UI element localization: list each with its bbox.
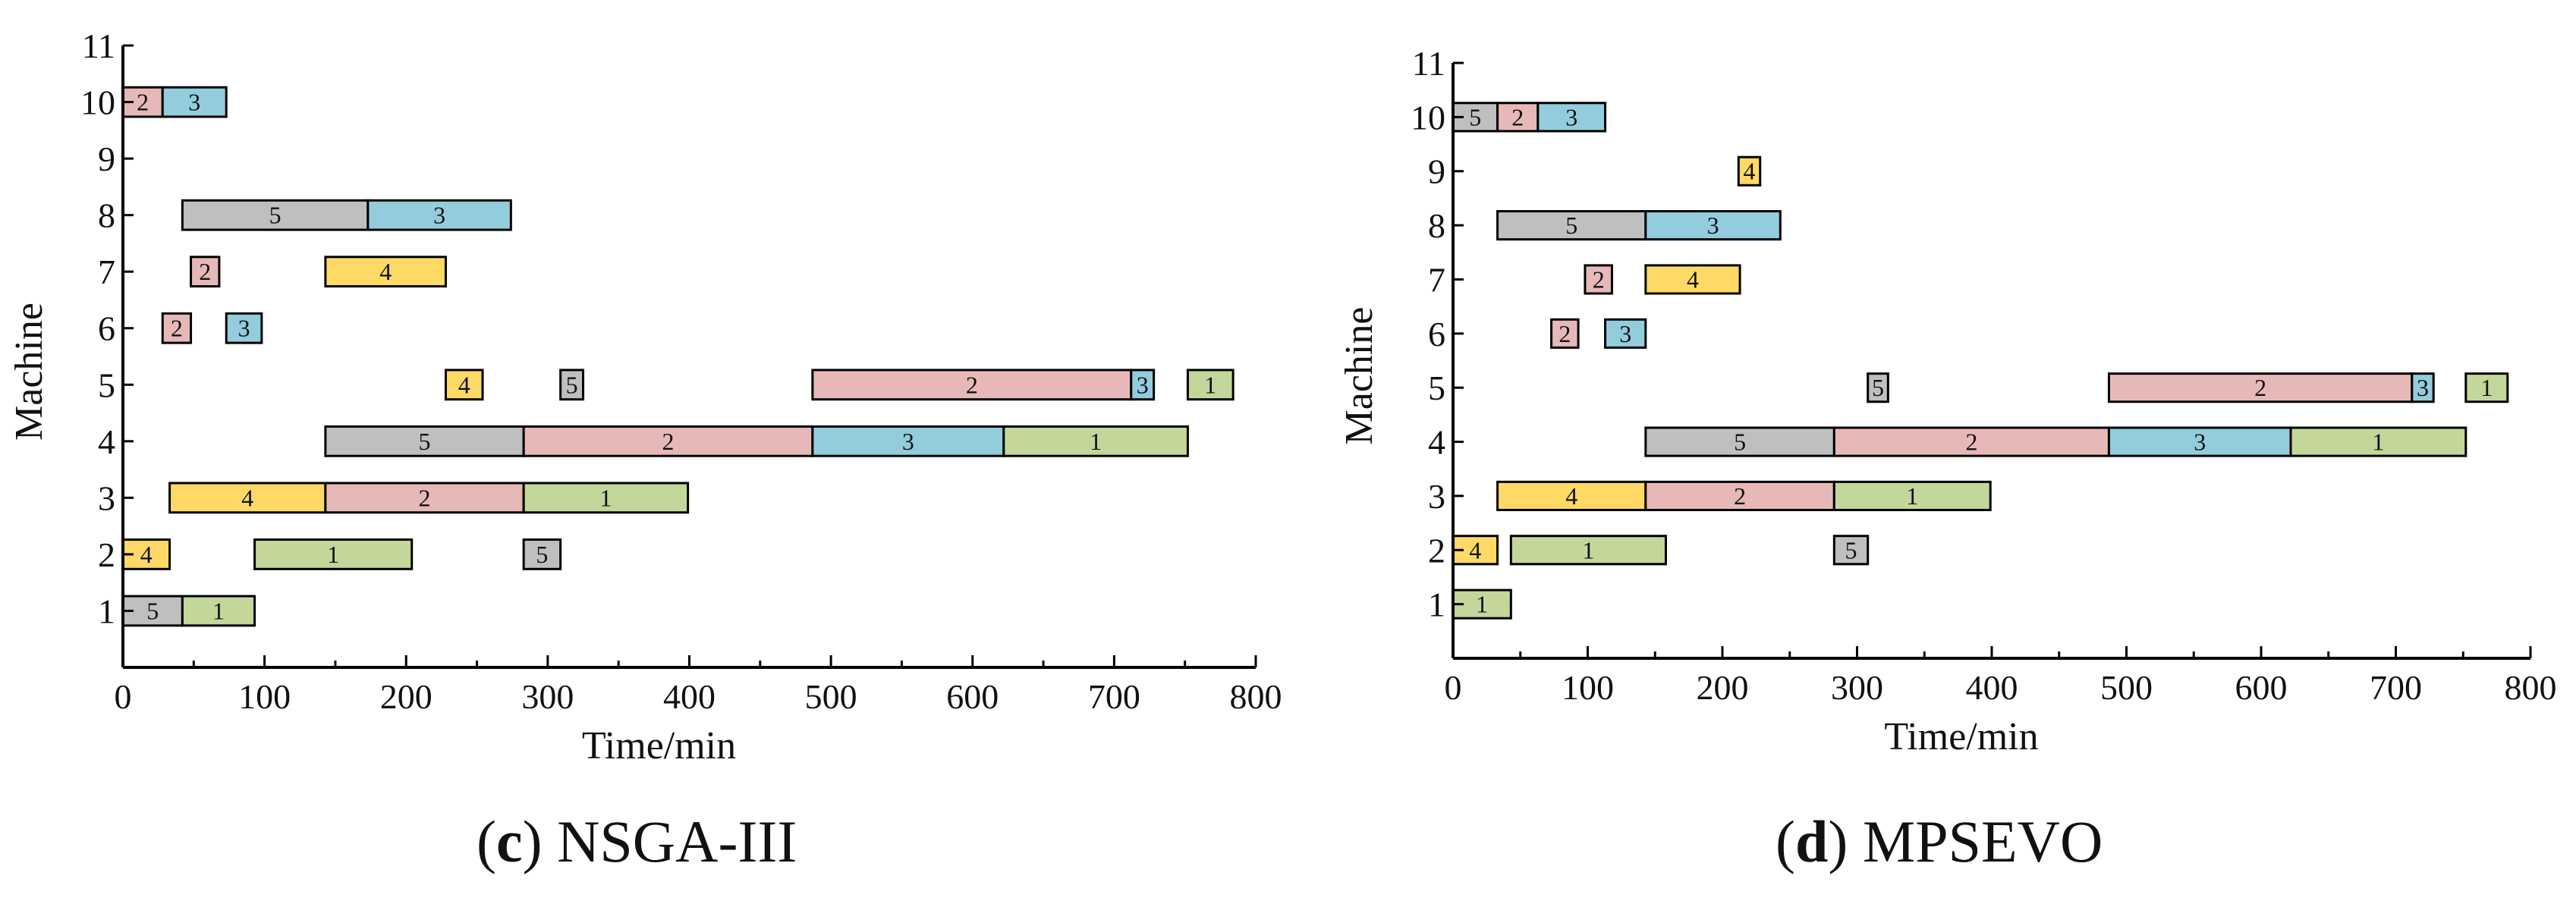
x-tick-label: 500	[805, 677, 857, 716]
task-bar: 5	[324, 425, 525, 457]
task-rect	[522, 482, 690, 514]
task-bar: 1	[181, 595, 256, 627]
task-rect	[522, 538, 562, 570]
x-tick-label: 800	[1230, 677, 1282, 716]
task-bar: 4	[168, 482, 327, 514]
task-job-label: 4	[140, 541, 153, 568]
task-job-label: 2	[419, 484, 431, 511]
task-job-label: 2	[171, 315, 183, 342]
task-bar: 3	[225, 312, 263, 344]
task-bar: 5	[181, 199, 370, 231]
task-rect	[1002, 425, 1189, 457]
task-bar: 4	[324, 256, 448, 288]
task-rect	[253, 538, 414, 570]
task-job-label: 1	[212, 597, 225, 624]
task-job-label: 2	[662, 428, 675, 455]
task-rect	[225, 312, 263, 344]
task-job-label: 4	[379, 258, 392, 285]
task-bar: 2	[522, 425, 814, 457]
task-job-label: 2	[966, 371, 978, 398]
task-bar: 3	[161, 86, 228, 118]
task-job-label: 3	[902, 428, 914, 455]
task-bar: 1	[253, 538, 414, 570]
y-tick-label: 2	[98, 535, 115, 574]
x-tick-label: 200	[380, 677, 432, 716]
task-job-label: 5	[269, 202, 282, 229]
task-bar: 1	[1002, 425, 1189, 457]
x-tick-label: 0	[115, 677, 132, 716]
y-tick-label: 1	[98, 592, 115, 630]
y-tick-label: 9	[98, 140, 115, 178]
task-rect	[1130, 369, 1156, 401]
task-job-label: 1	[1204, 371, 1216, 398]
task-bar: 2	[161, 312, 193, 344]
task-job-label: 3	[188, 89, 200, 116]
x-axis-title: Time/min	[582, 724, 736, 767]
task-job-label: 5	[566, 371, 578, 398]
task-rect	[522, 425, 814, 457]
task-job-label: 5	[146, 597, 159, 624]
task-rect	[161, 86, 228, 118]
y-tick-label: 6	[98, 309, 115, 348]
task-bar: 3	[811, 425, 1005, 457]
y-tick-label: 3	[98, 479, 115, 517]
task-job-label: 3	[433, 202, 445, 229]
task-rect	[811, 369, 1133, 401]
task-rect	[324, 425, 525, 457]
x-tick-label: 300	[521, 677, 574, 716]
y-tick-label: 11	[82, 27, 115, 65]
task-job-label: 1	[327, 541, 339, 568]
task-bar: 2	[324, 482, 525, 514]
task-bar: 5	[522, 538, 562, 570]
task-job-label: 2	[199, 258, 211, 285]
task-job-label: 4	[458, 371, 470, 398]
x-tick-label: 600	[946, 677, 999, 716]
caption-d: (d) MPSEVO	[1776, 808, 2103, 874]
y-tick-label: 5	[98, 366, 115, 404]
task-bar: 1	[1186, 369, 1235, 401]
task-bar: 2	[190, 256, 221, 288]
y-tick-label: 10	[80, 83, 115, 122]
task-rect	[190, 256, 221, 288]
task-job-label: 3	[1137, 371, 1149, 398]
x-tick-label: 100	[238, 677, 291, 716]
task-bar: 3	[366, 199, 512, 231]
x-tick-label: 400	[663, 677, 716, 716]
y-axis-title: Machine	[8, 303, 51, 441]
y-tick-label: 4	[98, 422, 115, 461]
task-rect	[168, 482, 327, 514]
task-job-label: 1	[1090, 428, 1102, 455]
task-job-label: 2	[137, 89, 149, 116]
task-rect	[445, 369, 484, 401]
task-bar: 1	[522, 482, 690, 514]
task-bar: 2	[811, 369, 1133, 401]
task-job-label: 5	[419, 428, 431, 455]
task-job-label: 5	[536, 541, 548, 568]
x-tick-label: 700	[1088, 677, 1140, 716]
caption-c: (c) NSGA-III	[477, 808, 797, 874]
task-job-label: 3	[238, 315, 250, 342]
task-rect	[559, 369, 585, 401]
task-bar: 3	[1130, 369, 1156, 401]
y-tick-label: 7	[98, 253, 115, 291]
task-rect	[181, 595, 256, 627]
task-rect	[1186, 369, 1235, 401]
task-rect	[161, 312, 193, 344]
task-job-label: 4	[241, 484, 253, 511]
y-tick-label: 8	[98, 196, 115, 235]
task-rect	[324, 482, 525, 514]
task-rect	[366, 199, 512, 231]
task-bar: 5	[559, 369, 585, 401]
task-bar: 4	[445, 369, 484, 401]
task-job-label: 1	[599, 484, 612, 511]
task-rect	[324, 256, 448, 288]
